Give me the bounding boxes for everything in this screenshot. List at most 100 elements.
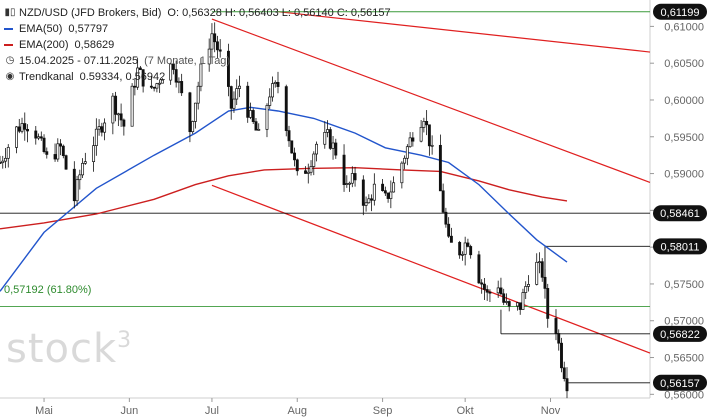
candle-body (191, 121, 195, 133)
candle-body (535, 261, 539, 285)
candle-body (326, 129, 329, 133)
candle-body (524, 286, 528, 293)
candle-body (400, 162, 404, 184)
candle-body (284, 86, 288, 131)
candle-body (199, 63, 203, 87)
candle-body (232, 98, 236, 109)
candle-body (138, 67, 142, 70)
candle-body (364, 202, 368, 206)
y-tick-label: 0,57500 (664, 279, 704, 291)
x-tick-label: Sep (373, 405, 393, 417)
candle-body (37, 136, 40, 139)
candle-body (309, 166, 313, 173)
x-tick-label: Nov (541, 405, 561, 417)
candle-body (249, 110, 252, 118)
ema200-value: 0,58629 (74, 39, 115, 51)
candle-body (1, 160, 5, 164)
ohlc-values: O: 0,56328 H: 0,56403 L: 0,56140 C: 0,56… (167, 7, 391, 19)
candle-body (477, 254, 481, 284)
candle-body (386, 192, 390, 199)
candle-body (328, 129, 332, 149)
price-badge-label: 0,58461 (660, 208, 700, 220)
candle-body (485, 289, 489, 293)
candle-body (177, 81, 181, 83)
candle-body (174, 69, 178, 83)
price-badge-label: 0,56157 (660, 378, 700, 390)
candle-body (160, 79, 164, 84)
candle-body (15, 126, 18, 148)
candle-body (353, 173, 357, 181)
candle-body (235, 88, 239, 100)
candle-body (488, 291, 492, 294)
candle-body (103, 122, 107, 133)
candle-body (372, 183, 376, 201)
candle-body (425, 121, 429, 126)
candle-body (23, 123, 27, 130)
candle-body (482, 283, 486, 290)
price-badge (653, 325, 707, 342)
target-icon: ◉ (5, 71, 15, 82)
candle-body (502, 293, 506, 303)
ema50-line (0, 106, 568, 292)
y-tick-label: 0,61000 (664, 21, 704, 33)
candle-body (17, 126, 21, 132)
candle-body (111, 95, 115, 124)
price-badge-label: 0,61199 (661, 7, 700, 19)
trend-upper-main (211, 18, 651, 183)
candle-body (554, 318, 558, 334)
price-badge (653, 374, 707, 391)
candle-body (271, 83, 274, 98)
candle-body (438, 144, 442, 192)
ema50-value: 0,57797 (68, 23, 109, 35)
candle-body (538, 261, 541, 264)
candle-body (480, 282, 484, 285)
price-badge (653, 205, 707, 222)
candle-body (218, 49, 222, 52)
candle-body (20, 123, 24, 132)
candle-body (392, 182, 396, 193)
candle-body (287, 130, 291, 142)
candle-body (444, 211, 448, 225)
candle-body (158, 82, 162, 85)
candle-body (53, 154, 57, 160)
candle-body (273, 82, 277, 84)
y-tick-label: 0,56000 (664, 389, 704, 401)
x-tick-label: Aug (287, 405, 307, 417)
candle-body (466, 242, 470, 247)
candle-body (293, 152, 296, 161)
y-tick-label: 0,56500 (664, 353, 704, 365)
x-tick-label: Okt (457, 405, 474, 417)
candle-body (188, 92, 192, 133)
x-tick-label: Mai (35, 405, 53, 417)
candle-body (141, 69, 145, 87)
candle-body (152, 86, 156, 89)
candle-body (458, 242, 462, 256)
candle-body (81, 162, 85, 176)
candle-body (56, 143, 60, 160)
candle-body (276, 82, 280, 87)
y-tick-label: 0,57000 (664, 316, 704, 328)
candle-body (97, 126, 101, 130)
candle-body (268, 96, 272, 106)
candle-body (265, 105, 269, 130)
ema50-swatch (4, 28, 13, 30)
candle-body (155, 83, 159, 89)
candle-body (370, 198, 374, 201)
candle-body (304, 170, 307, 174)
candle-body (348, 182, 352, 185)
candle-body (100, 126, 104, 133)
candle-body (405, 146, 409, 159)
candle-body (246, 85, 250, 118)
candle-body (389, 191, 393, 199)
plot-area (0, 0, 650, 398)
candle-body (39, 136, 43, 139)
candle-body (546, 288, 550, 319)
candle-body (0, 162, 2, 164)
candle-body (557, 333, 561, 344)
candle-body (518, 302, 522, 310)
y-tick-label: 0,59000 (664, 169, 704, 181)
candle-body (116, 113, 120, 116)
candle-body (411, 137, 415, 142)
candle-body (114, 95, 118, 115)
